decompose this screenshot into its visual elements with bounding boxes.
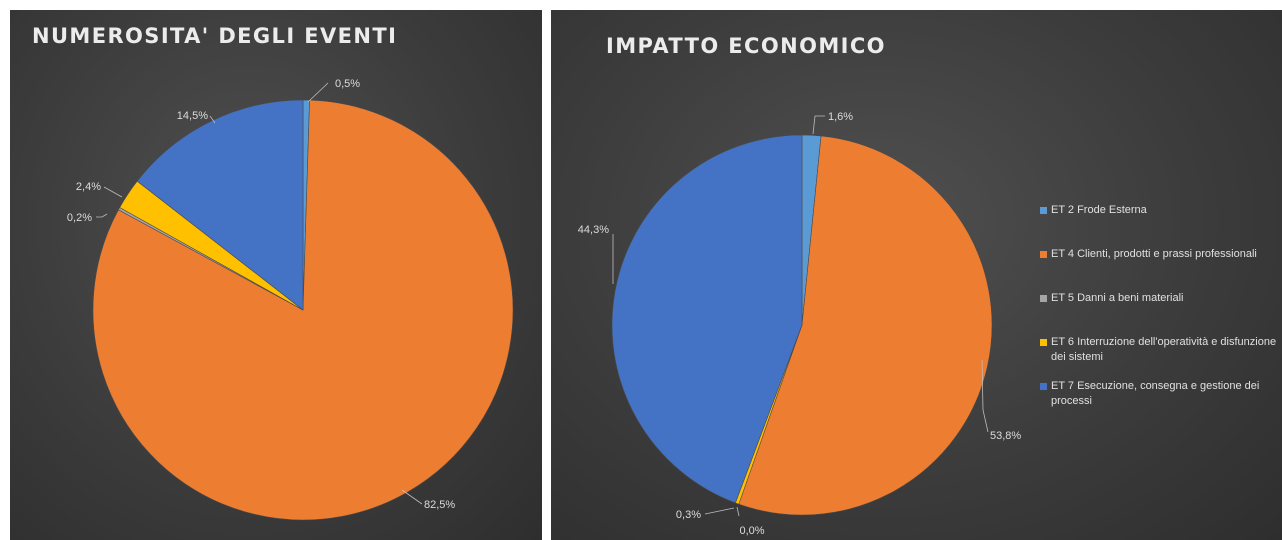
legend-swatch: [1040, 295, 1047, 302]
pie-slice: [136, 99, 304, 311]
leader-line: [704, 507, 735, 515]
legend-label: ET 5 Danni a beni materiali: [1051, 292, 1184, 304]
leader-line: [736, 506, 740, 517]
legend-item: ET 4 Clienti, prodotti e prassi professi…: [1040, 247, 1282, 262]
legend-swatch: [1040, 383, 1047, 390]
data-label: 0,0%: [739, 525, 764, 537]
data-label: 0,5%: [335, 78, 360, 90]
legend-label: ET 6 Interruzione dell'operatività e dis…: [1051, 336, 1277, 363]
leader-line: [812, 115, 825, 135]
data-label: 0,2%: [67, 212, 92, 224]
leader-line: [103, 186, 123, 198]
legend-item: ET 5 Danni a beni materiali: [1040, 291, 1282, 306]
legend-swatch: [1040, 339, 1047, 346]
pie-slice: [611, 134, 803, 504]
pie-chart-numerosita: 0,5% 82,5% 0,2% 2,4% 14,5%: [67, 78, 514, 521]
data-label: 2,4%: [76, 181, 101, 193]
leader-line: [401, 489, 423, 505]
leader-line: [981, 359, 989, 433]
data-label: 1,6%: [828, 111, 853, 123]
data-label: 44,3%: [578, 224, 609, 236]
legend-swatch: [1040, 207, 1047, 214]
legend-item: ET 2 Frode Esterna: [1040, 203, 1282, 218]
data-label: 82,5%: [424, 499, 455, 511]
legend-item: ET 6 Interruzione dell'operatività e dis…: [1040, 335, 1282, 365]
chart-panel-numerosita: NUMEROSITA' DEGLI EVENTI 0,5% 82,5% 0,2% 2,…: [10, 10, 542, 540]
legend-label: ET 7 Esecuzione, consegna e gestione dei…: [1051, 380, 1260, 407]
chart-panel-impatto: IMPATTO ECONOMICO 1,6% 53,8% 0,0% 0,3% 44,3%…: [551, 10, 1282, 540]
pie-chart-impatto: 1,6% 53,8% 0,0% 0,3% 44,3%: [578, 111, 1022, 537]
legend-item: ET 7 Esecuzione, consegna e gestione dei…: [1040, 379, 1282, 409]
data-label: 0,3%: [676, 509, 701, 521]
legend-label: ET 2 Frode Esterna: [1051, 204, 1147, 216]
legend-swatch: [1040, 251, 1047, 258]
chart-title: IMPATTO ECONOMICO: [606, 34, 886, 58]
leader-line: [96, 213, 108, 218]
leader-line: [209, 115, 216, 124]
chart-title: NUMEROSITA' DEGLI EVENTI: [32, 24, 398, 48]
leader-line: [307, 82, 329, 103]
legend-label: ET 4 Clienti, prodotti e prassi professi…: [1051, 248, 1257, 260]
pie-slice: [738, 135, 993, 516]
data-label: 14,5%: [177, 110, 208, 122]
data-label: 53,8%: [990, 430, 1021, 442]
